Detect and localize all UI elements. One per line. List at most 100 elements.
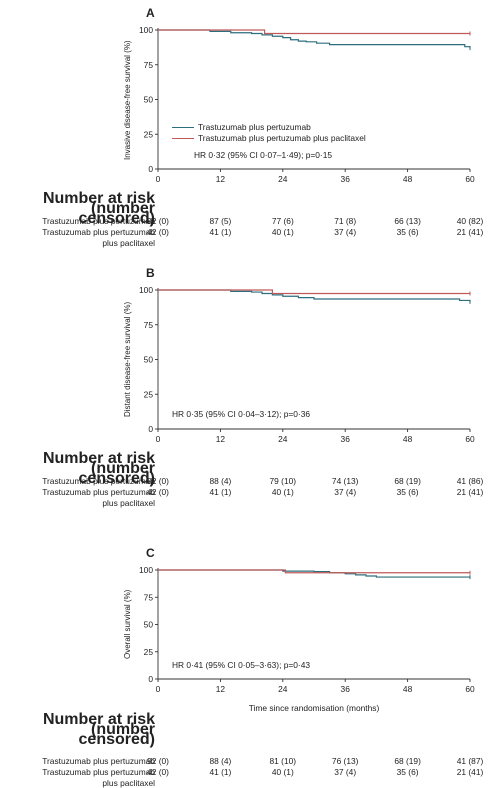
hazard-ratio-annotation: HR 0·35 (95% CI 0·04–3·12); p=0·36 — [172, 409, 311, 419]
panel-label-B: B — [146, 266, 155, 280]
risk-cell: 37 (4) — [334, 767, 357, 777]
risk-cell: 88 (4) — [209, 476, 232, 486]
legend-item: Trastuzumab plus pertuzumab — [172, 122, 366, 133]
series-line-trastuzumab-pertuzumab-paclitaxel — [158, 289, 470, 295]
x-tick-label: 36 — [341, 684, 351, 694]
y-axis-label: Overall survival (%) — [123, 589, 132, 659]
panel-label-C: C — [146, 546, 155, 560]
x-tick-label: 24 — [278, 434, 288, 444]
x-tick-label: 36 — [341, 434, 351, 444]
y-tick-label: 25 — [144, 389, 154, 399]
risk-cell: 77 (6) — [271, 216, 294, 226]
risk-cell: 35 (6) — [396, 487, 419, 497]
x-tick-label: 48 — [403, 174, 413, 184]
legend: Trastuzumab plus pertuzumab Trastuzumab p… — [172, 122, 366, 144]
y-tick-label: 100 — [139, 25, 153, 35]
y-tick-label: 25 — [144, 647, 154, 657]
series-line-trastuzumab-pertuzumab — [158, 29, 471, 49]
x-tick-label: 12 — [216, 684, 226, 694]
risk-cell: 41 (87) — [456, 756, 484, 766]
x-tick-label: 12 — [216, 174, 226, 184]
risk-cell: 42 (0) — [147, 227, 169, 237]
x-tick-label: 0 — [156, 174, 161, 184]
risk-cell: 74 (13) — [331, 476, 359, 486]
y-tick-label: 50 — [144, 95, 154, 105]
risk-cell: 92 (0) — [147, 476, 169, 486]
risk-cell: 35 (6) — [396, 767, 419, 777]
risk-row-label: Trastuzumab plus pertuzumab — [42, 487, 155, 497]
series-line-trastuzumab-pertuzumab-paclitaxel — [158, 29, 470, 35]
x-tick-label: 48 — [403, 684, 413, 694]
series-line-trastuzumab-pertuzumab — [158, 569, 470, 578]
risk-table-title: Number at risk (number censored) — [42, 190, 155, 227]
risk-cell: 71 (8) — [334, 216, 357, 226]
hazard-ratio-annotation: HR 0·41 (95% CI 0·05–3·63); p=0·43 — [172, 660, 311, 670]
y-tick-label: 50 — [144, 355, 154, 365]
y-tick-label: 0 — [148, 424, 153, 434]
risk-cell: 66 (13) — [394, 216, 421, 226]
risk-cell: 35 (6) — [396, 227, 419, 237]
x-tick-label: 24 — [278, 174, 288, 184]
x-tick-label: 24 — [278, 684, 288, 694]
y-tick-label: 25 — [144, 129, 154, 139]
risk-row-label: Trastuzumab plus pertuzumab — [42, 767, 155, 777]
y-tick-label: 100 — [139, 285, 153, 295]
risk-cell: 37 (4) — [334, 487, 357, 497]
legend-label: Trastuzumab plus pertuzumab plus paclita… — [198, 133, 366, 143]
risk-table-title: Number at risk (number censored) — [42, 450, 155, 487]
risk-cell: 68 (19) — [394, 756, 421, 766]
risk-cell: 40 (82) — [456, 216, 484, 226]
legend-item: Trastuzumab plus pertuzumab plus paclita… — [172, 133, 366, 144]
risk-cell: 81 (10) — [269, 756, 297, 766]
risk-row-label: Trastuzumab plus pertuzumab — [42, 216, 155, 226]
y-tick-label: 75 — [144, 320, 154, 330]
risk-cell: 79 (10) — [269, 476, 297, 486]
x-axis-title: Time since randomisation (months) — [248, 703, 380, 713]
panel-C-plot: 0 25 50 75 100 0 12 24 36 48 60 — [139, 565, 475, 694]
legend-swatch — [172, 138, 194, 139]
risk-cell: 88 (4) — [209, 756, 232, 766]
y-tick-label: 0 — [148, 164, 153, 174]
y-tick-label: 50 — [144, 620, 154, 630]
risk-cell: 41 (1) — [209, 767, 232, 777]
series-line-trastuzumab-pertuzumab-paclitaxel — [158, 569, 470, 574]
x-tick-label: 0 — [156, 434, 161, 444]
y-tick-label: 0 — [148, 674, 153, 684]
x-tick-label: 0 — [156, 684, 161, 694]
x-tick-label: 60 — [465, 174, 475, 184]
risk-cell: 76 (13) — [331, 756, 359, 766]
legend-label: Trastuzumab plus pertuzumab — [198, 122, 311, 132]
risk-cell: 40 (1) — [271, 227, 294, 237]
risk-row-label-continued: plus paclitaxel — [102, 778, 155, 788]
risk-cell: 40 (1) — [271, 767, 294, 777]
y-tick-label: 75 — [144, 592, 154, 602]
panel-label-A: A — [146, 6, 155, 20]
series-line-trastuzumab-pertuzumab — [158, 289, 471, 302]
risk-row-label-continued: plus paclitaxel — [102, 498, 155, 508]
risk-row-label: Trastuzumab plus pertuzumab — [42, 756, 155, 766]
risk-cell: 42 (0) — [147, 487, 169, 497]
x-tick-label: 36 — [341, 174, 351, 184]
risk-row-label: Trastuzumab plus pertuzumab — [42, 227, 155, 237]
risk-cell: 92 (0) — [147, 756, 169, 766]
risk-cell: 37 (4) — [334, 227, 357, 237]
panel-B-plot: 0 25 50 75 100 0 12 24 36 48 60 — [139, 285, 475, 444]
risk-cell: 41 (86) — [456, 476, 484, 486]
risk-cell: 41 (1) — [209, 487, 232, 497]
risk-cell: 42 (0) — [147, 767, 169, 777]
x-tick-label: 12 — [216, 434, 226, 444]
x-tick-label: 60 — [465, 684, 475, 694]
risk-cell: 21 (41) — [456, 767, 484, 777]
risk-cell: 87 (5) — [209, 216, 232, 226]
risk-row-label: Trastuzumab plus pertuzumab — [42, 476, 155, 486]
y-axis-label: Invasive disease-free survival (%) — [123, 39, 132, 160]
hazard-ratio-annotation: HR 0·32 (95% CI 0·07–1·49); p=0·15 — [194, 150, 333, 160]
risk-cell: 68 (19) — [394, 476, 421, 486]
y-axis-label: Distant disease-free survival (%) — [123, 301, 132, 417]
risk-row-label-continued: plus paclitaxel — [102, 238, 155, 248]
legend-swatch — [172, 127, 194, 128]
risk-cell: 40 (1) — [271, 487, 294, 497]
y-tick-label: 100 — [139, 565, 153, 575]
risk-cell: 92 (0) — [147, 216, 169, 226]
